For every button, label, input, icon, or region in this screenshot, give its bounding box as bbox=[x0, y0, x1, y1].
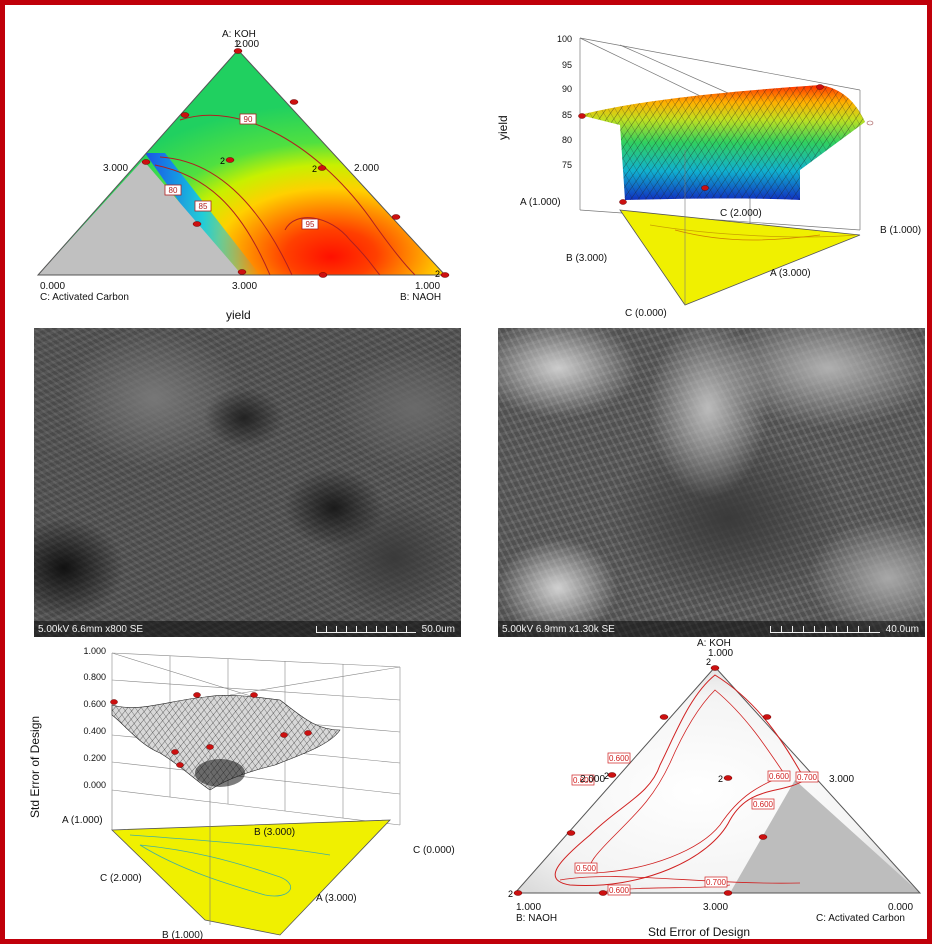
svg-text:0.200: 0.200 bbox=[83, 753, 106, 763]
sem-scale-ticks bbox=[316, 626, 416, 633]
svg-text:80: 80 bbox=[169, 186, 178, 195]
contour-label: 0.600 bbox=[751, 798, 775, 810]
z-ticks: 1.000 0.800 0.600 0.400 0.200 0.000 bbox=[83, 646, 106, 790]
edge-right-value: 3.000 bbox=[829, 774, 855, 785]
edge-left-value: 3.000 bbox=[103, 163, 129, 174]
svg-text:90: 90 bbox=[244, 115, 253, 124]
vertex-left-value: 0.000 bbox=[40, 281, 66, 292]
design-points bbox=[141, 48, 450, 278]
surface-yield-zlabel: yield bbox=[496, 115, 510, 140]
base-label-a1: A (1.000) bbox=[520, 197, 561, 208]
base-label-c0: C (0.000) bbox=[413, 845, 455, 856]
design-points bbox=[578, 84, 824, 205]
svg-text:90: 90 bbox=[562, 84, 572, 94]
svg-text:85: 85 bbox=[199, 202, 208, 211]
svg-text:2: 2 bbox=[220, 156, 225, 166]
contour-label: 0.700 bbox=[704, 876, 728, 888]
svg-text:0.500: 0.500 bbox=[576, 864, 597, 873]
svg-text:0.600: 0.600 bbox=[609, 886, 630, 895]
contour-label: 0.600 bbox=[607, 752, 631, 764]
vertex-top-value: 1.000 bbox=[708, 648, 734, 659]
contour-label: 95 bbox=[301, 218, 319, 230]
svg-text:2: 2 bbox=[435, 269, 440, 279]
sem-info-text: 5.00kV 6.6mm x800 SE bbox=[38, 624, 144, 635]
svg-text:75: 75 bbox=[562, 160, 572, 170]
base-label-c2: C (2.000) bbox=[100, 873, 142, 884]
svg-text:2: 2 bbox=[236, 39, 241, 49]
sem-info-text: 5.00kV 6.9mm x1.30k SE bbox=[502, 624, 615, 635]
svg-text:0.800: 0.800 bbox=[83, 672, 106, 682]
base-label-c0: C (0.000) bbox=[625, 308, 667, 319]
contour-label: 0.700 bbox=[795, 771, 819, 783]
svg-text:2: 2 bbox=[706, 657, 711, 667]
svg-text:2: 2 bbox=[312, 164, 317, 174]
base-label-b3: B (3.000) bbox=[566, 253, 608, 264]
sem-scale-ticks bbox=[770, 626, 880, 633]
contour-label: 0.600 bbox=[607, 884, 631, 896]
base-label-a1: A (1.000) bbox=[62, 815, 103, 826]
vertex-top-value: 1.000 bbox=[234, 39, 260, 50]
vertex-left-name: B: NAOH bbox=[516, 913, 558, 924]
surface-yield-chart: 100 95 90 85 80 75 bbox=[557, 34, 874, 306]
svg-text:95: 95 bbox=[306, 220, 315, 229]
base-label-b1: B (1.000) bbox=[162, 930, 204, 941]
design-points bbox=[110, 692, 312, 768]
base-label-b3: B (3.000) bbox=[254, 827, 296, 838]
contour-label: 85 bbox=[194, 200, 212, 212]
svg-text:0.600: 0.600 bbox=[609, 754, 630, 763]
svg-text:85: 85 bbox=[562, 110, 572, 120]
sem-scale-text: 40.0um bbox=[885, 624, 919, 635]
vertex-top-name: A: KOH bbox=[222, 29, 256, 40]
contour-label: 0.600 bbox=[767, 770, 791, 782]
surface-std-error-chart: 1.000 0.800 0.600 0.400 0.200 0.000 bbox=[83, 646, 401, 936]
surface-std-error-zlabel: Std Error of Design bbox=[28, 715, 42, 818]
vertex-right-name: B: NAOH bbox=[400, 292, 442, 303]
svg-text:2: 2 bbox=[604, 771, 609, 781]
svg-text:0.600: 0.600 bbox=[769, 772, 790, 781]
vertex-right-value: 0.000 bbox=[888, 902, 914, 913]
sem-image-right: 5.00kV 6.9mm x1.30k SE 40.0um bbox=[498, 328, 925, 637]
z-ticks: 100 95 90 85 80 75 bbox=[557, 34, 572, 170]
sem-image-left: 5.00kV 6.6mm x800 SE 50.0um bbox=[34, 328, 461, 637]
design-points bbox=[513, 665, 772, 896]
vertex-right-value: 1.000 bbox=[415, 281, 441, 292]
base-label-b1: B (1.000) bbox=[880, 225, 922, 236]
edge-bottom-value: 3.000 bbox=[232, 281, 258, 292]
edge-left-value: 2.000 bbox=[580, 774, 606, 785]
svg-text:1.000: 1.000 bbox=[83, 646, 106, 656]
base-label-a3: A (3.000) bbox=[770, 268, 811, 279]
ternary-yield-title: yield bbox=[226, 308, 251, 322]
vertex-left-name: C: Activated Carbon bbox=[40, 292, 129, 303]
edge-right-value: 2.000 bbox=[354, 163, 380, 174]
svg-text:0.400: 0.400 bbox=[83, 726, 106, 736]
svg-text:2: 2 bbox=[718, 774, 723, 784]
contour-label: 90 bbox=[239, 113, 257, 125]
base-label-c2: C (2.000) bbox=[720, 208, 762, 219]
svg-text:0.600: 0.600 bbox=[83, 699, 106, 709]
vertex-right-name: C: Activated Carbon bbox=[816, 913, 905, 924]
svg-text:0.000: 0.000 bbox=[83, 780, 106, 790]
edge-bottom-value: 3.000 bbox=[703, 902, 729, 913]
ternary-std-error-chart: 0.600 0.600 0.600 0.700 0.600 0.500 0.60… bbox=[508, 657, 922, 899]
svg-text:0.600: 0.600 bbox=[573, 776, 594, 785]
ternary-std-error-title: Std Error of Design bbox=[648, 925, 751, 939]
svg-text:95: 95 bbox=[562, 60, 572, 70]
sem-info-bar bbox=[498, 621, 925, 637]
vertex-left-value: 1.000 bbox=[516, 902, 542, 913]
base-label-a3: A (3.000) bbox=[316, 893, 357, 904]
sem-scale-text: 50.0um bbox=[421, 624, 455, 635]
ternary-yield-chart: 90 80 85 95 2 2 2 2 bbox=[36, 39, 450, 279]
svg-text:0.600: 0.600 bbox=[753, 800, 774, 809]
svg-text:100: 100 bbox=[557, 34, 572, 44]
svg-text:0.700: 0.700 bbox=[797, 773, 818, 782]
contour-label: 0.500 bbox=[574, 862, 598, 874]
svg-text:2: 2 bbox=[508, 889, 513, 899]
vertex-top-name: A: KOH bbox=[697, 638, 731, 649]
svg-text:0.700: 0.700 bbox=[706, 878, 727, 887]
contour-label: 80 bbox=[164, 184, 182, 196]
svg-text:80: 80 bbox=[562, 135, 572, 145]
sem-info-bar bbox=[34, 621, 461, 637]
contour-label: 0.600 bbox=[571, 774, 595, 786]
